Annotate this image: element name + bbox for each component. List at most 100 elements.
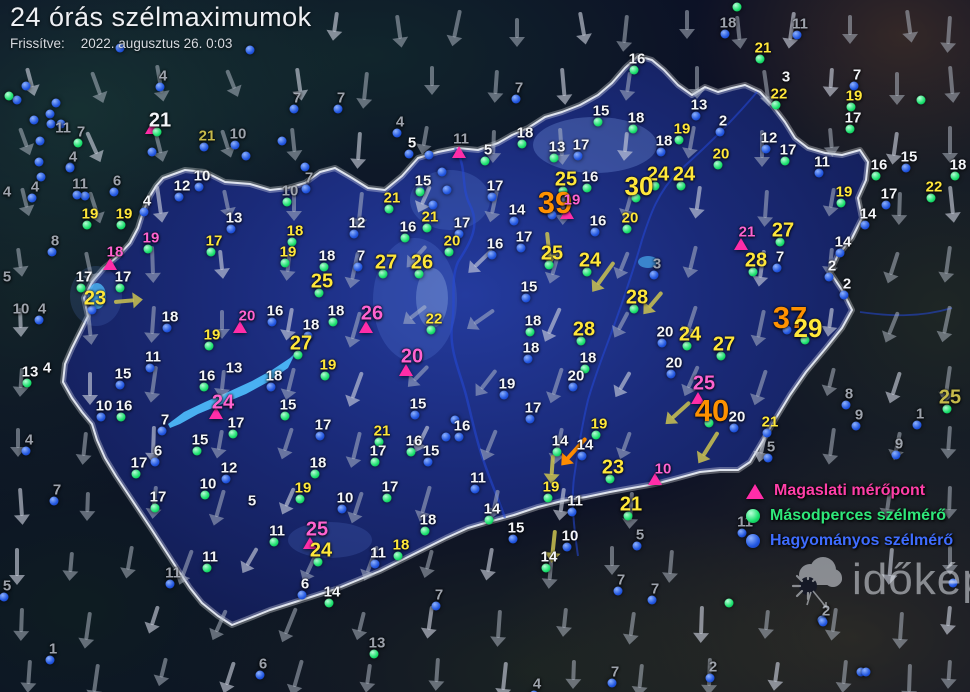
traditional-station-dot[interactable] [835,248,845,258]
wind-value[interactable]: 25 [938,386,962,409]
wind-value[interactable]: 17 [227,414,245,432]
traditional-station-dot[interactable] [370,559,380,569]
second-based-station-dot[interactable] [676,181,686,191]
second-based-station-dot[interactable] [310,469,320,479]
traditional-station-dot[interactable] [487,250,497,260]
wind-value[interactable]: 19 [542,478,560,496]
wind-value[interactable]: 7 [304,169,314,187]
second-based-station-dot[interactable] [525,327,535,337]
wind-value[interactable]: 11 [72,175,88,193]
wind-value[interactable]: 17 [524,399,542,417]
wind-value[interactable]: 14 [323,583,341,601]
wind-value[interactable]: 7 [434,586,444,604]
traditional-station-dot[interactable] [34,315,44,325]
traditional-station-dot[interactable] [333,104,343,114]
wind-value[interactable]: 26 [410,251,434,274]
traditional-station-dot[interactable] [762,428,772,438]
second-based-station-dot[interactable] [199,382,209,392]
wind-value[interactable]: 15 [900,148,918,166]
traditional-station-dot[interactable] [47,247,57,257]
wind-value[interactable]: 22 [770,85,788,103]
traditional-station-dot[interactable] [737,528,747,538]
wind-value[interactable]: 6 [112,172,122,190]
traditional-station-dot[interactable] [139,207,149,217]
second-based-station-dot[interactable] [324,598,334,608]
wind-value[interactable]: 7 [775,248,785,266]
wind-value[interactable]: 10 [12,300,30,318]
traditional-station-dot[interactable] [431,601,441,611]
traditional-station-dot[interactable] [404,149,414,159]
second-based-station-dot[interactable] [73,138,83,148]
wind-value[interactable]: 17 [149,488,167,506]
wind-value[interactable]: 26 [360,302,384,325]
mountain-station-icon[interactable] [209,407,223,419]
wind-value[interactable]: 13 [225,359,243,377]
traditional-station-dot[interactable] [51,98,61,108]
wind-value[interactable]: 11 [202,548,218,566]
traditional-station-dot[interactable] [297,590,307,600]
wind-value[interactable]: 19 [673,120,691,138]
wind-value[interactable]: 18 [265,367,283,385]
wind-value[interactable]: 10 [229,125,247,143]
wind-value[interactable]: 21 [198,127,216,145]
traditional-station-dot[interactable] [649,270,659,280]
second-based-station-dot[interactable] [328,317,338,327]
wind-value[interactable]: 7 [160,411,170,429]
wind-value[interactable]: 25 [305,518,329,541]
traditional-station-dot[interactable] [720,29,730,39]
second-based-station-dot[interactable] [682,341,692,351]
second-based-station-dot[interactable] [374,437,384,447]
second-based-station-dot[interactable] [319,262,329,272]
wind-value[interactable]: 3 [652,255,662,273]
wind-value[interactable]: 18 [286,222,304,240]
wind-value[interactable]: 16 [399,218,417,236]
wind-value[interactable]: 12 [348,214,366,232]
second-based-station-dot[interactable] [845,124,855,134]
traditional-station-dot[interactable] [856,667,866,677]
traditional-station-dot[interactable] [499,390,509,400]
wind-value[interactable]: 4 [532,675,542,692]
second-based-station-dot[interactable] [552,447,562,457]
wind-value[interactable]: 16 [115,397,133,415]
wind-value[interactable]: 20 [656,323,674,341]
mountain-station-icon[interactable] [303,537,317,549]
wind-value[interactable]: 18 [522,339,540,357]
wind-value[interactable]: 16 [453,417,471,435]
wind-value[interactable]: 39 [537,185,573,221]
traditional-station-dot[interactable] [34,157,44,167]
wind-value[interactable]: 9 [894,435,904,453]
second-based-station-dot[interactable] [576,336,586,346]
traditional-station-dot[interactable] [301,184,311,194]
second-based-station-dot[interactable] [517,139,527,149]
wind-value[interactable]: 8 [50,232,60,250]
wind-value[interactable]: 16 [405,432,423,450]
wind-value[interactable]: 4 [24,431,34,449]
wind-value[interactable]: 23 [601,456,625,479]
wind-value[interactable]: 16 [589,212,607,230]
wind-value[interactable]: 27 [712,333,736,356]
traditional-station-dot[interactable] [851,421,861,431]
traditional-station-dot[interactable] [21,446,31,456]
wind-value[interactable]: 15 [114,365,132,383]
traditional-station-dot[interactable] [353,262,363,272]
wind-value[interactable]: 12 [173,177,191,195]
second-based-station-dot[interactable] [771,100,781,110]
wind-value[interactable]: 19 [294,479,312,497]
second-based-station-dot[interactable] [115,283,125,293]
wind-value[interactable]: 23 [83,287,107,310]
traditional-station-dot[interactable] [230,140,240,150]
second-based-station-dot[interactable] [393,551,403,561]
wind-value[interactable]: 10 [199,475,217,493]
second-based-station-dot[interactable] [444,247,454,257]
traditional-station-dot[interactable] [763,453,773,463]
traditional-station-dot[interactable] [441,432,451,442]
traditional-station-dot[interactable] [35,136,45,146]
wind-value[interactable]: 5 [2,577,12,595]
traditional-station-dot[interactable] [424,150,434,160]
wind-value[interactable]: 17 [381,478,399,496]
wind-value[interactable]: 13 [690,96,708,114]
wind-value[interactable]: 3 [781,68,791,86]
wind-value[interactable]: 13 [548,138,566,156]
wind-value[interactable]: 4 [68,148,78,166]
second-based-station-dot[interactable] [152,127,162,137]
